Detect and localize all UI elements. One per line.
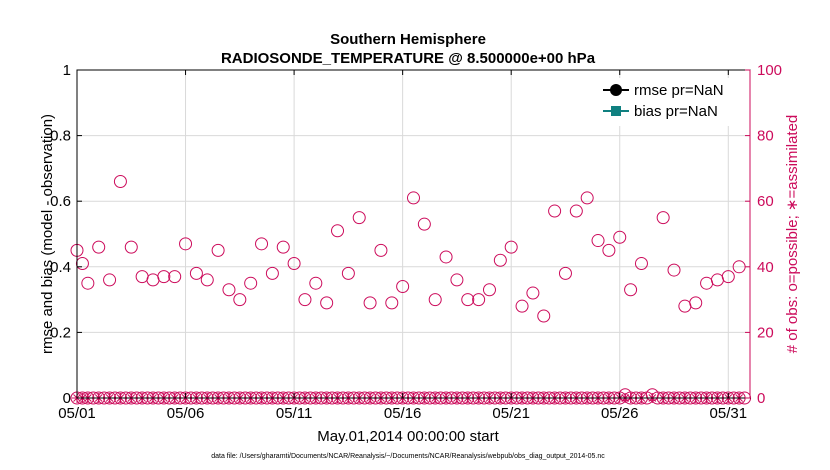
y-tick-label-left: 0 bbox=[63, 390, 71, 407]
x-tick-label: 05/31 bbox=[710, 405, 748, 422]
obs-possible-marker bbox=[374, 243, 388, 257]
chart-title: Southern Hemisphere bbox=[330, 31, 486, 48]
obs-possible-marker bbox=[168, 270, 182, 284]
obs-possible-marker bbox=[385, 296, 399, 310]
obs-possible-marker bbox=[331, 224, 345, 238]
x-tick-label: 05/16 bbox=[384, 405, 422, 422]
obs-possible-marker bbox=[569, 204, 583, 218]
axis-ticks: 0 0 0.2 20 0.4 40 0.6 60 0.8 80 1 100 05/01 05/06 05/1… bbox=[50, 62, 782, 422]
obs-possible-marker bbox=[526, 286, 540, 300]
obs-possible-marker bbox=[558, 266, 572, 280]
obs-possible-marker bbox=[135, 270, 149, 284]
chart-subtitle: RADIOSONDE_TEMPERATURE @ 8.500000e+00 hP… bbox=[221, 50, 596, 67]
obs-possible-marker bbox=[537, 309, 551, 323]
obs-possible-marker bbox=[81, 276, 95, 290]
obs-possible-marker bbox=[103, 273, 117, 287]
obs-possible-marker bbox=[515, 299, 529, 313]
x-tick-label: 05/21 bbox=[492, 405, 530, 422]
obs-possible-marker bbox=[417, 217, 431, 231]
y-tick-label-left: 1 bbox=[63, 62, 71, 79]
y-tick-label-right: 20 bbox=[757, 324, 774, 341]
obs-possible-marker bbox=[439, 250, 453, 264]
legend-bias-marker bbox=[611, 106, 621, 116]
obs-possible-marker bbox=[363, 296, 377, 310]
obs-possible-marker bbox=[602, 243, 616, 257]
obs-possible-marker bbox=[461, 293, 475, 307]
obs-possible-marker bbox=[396, 279, 410, 293]
obs-possible-marker bbox=[179, 237, 193, 251]
y-tick-label-right: 80 bbox=[757, 128, 774, 145]
x-tick-label: 05/01 bbox=[58, 405, 96, 422]
obs-possible-marker bbox=[75, 257, 89, 271]
obs-possible-marker bbox=[678, 299, 692, 313]
obs-possible-marker bbox=[613, 230, 627, 244]
obs-possible-marker bbox=[265, 266, 279, 280]
obs-possible-marker bbox=[276, 240, 290, 254]
x-tick-label: 05/06 bbox=[167, 405, 205, 422]
obs-markers bbox=[70, 175, 752, 405]
obs-possible-marker bbox=[591, 234, 605, 248]
y-tick-label-left: 0.4 bbox=[50, 259, 71, 276]
obs-possible-marker bbox=[667, 263, 681, 277]
obs-possible-marker bbox=[222, 283, 236, 297]
y-tick-label-right: 60 bbox=[757, 193, 774, 210]
obs-possible-marker bbox=[634, 257, 648, 271]
obs-possible-marker bbox=[407, 191, 420, 205]
obs-possible-marker bbox=[200, 273, 214, 287]
obs-possible-marker bbox=[255, 237, 269, 251]
obs-possible-marker bbox=[124, 240, 138, 254]
obs-possible-marker bbox=[472, 293, 486, 307]
x-tick-label: 05/26 bbox=[601, 405, 639, 422]
data-file-note: data file: /Users/gharamti/Documents/NCA… bbox=[211, 453, 605, 460]
obs-possible-marker bbox=[244, 276, 258, 290]
obs-possible-marker bbox=[233, 293, 247, 307]
obs-possible-marker bbox=[450, 273, 464, 287]
x-tick-label: 05/11 bbox=[276, 405, 312, 422]
obs-possible-marker bbox=[298, 293, 312, 307]
y-tick-label-left: 0.6 bbox=[50, 193, 71, 210]
obs-possible-marker bbox=[146, 273, 160, 287]
y-tick-label-left: 0.2 bbox=[50, 324, 71, 341]
obs-possible-marker bbox=[211, 243, 225, 257]
y-axis-label-left: rmse and bias (model - observation) bbox=[39, 114, 56, 354]
x-axis-label: May.01,2014 00:00:00 start bbox=[317, 428, 499, 445]
obs-possible-marker bbox=[482, 283, 496, 297]
legend-rmse-marker bbox=[610, 84, 622, 96]
obs-possible-marker bbox=[493, 253, 507, 267]
obs-possible-marker bbox=[689, 296, 703, 310]
obs-possible-marker bbox=[341, 266, 355, 280]
obs-possible-marker bbox=[113, 175, 127, 189]
obs-possible-marker bbox=[157, 270, 171, 284]
y-tick-label-left: 0.8 bbox=[50, 128, 71, 145]
y-tick-label-right: 0 bbox=[757, 390, 765, 407]
obs-possible-marker bbox=[624, 283, 638, 297]
obs-possible-marker bbox=[700, 276, 714, 290]
legend-bias-label: bias pr=NaN bbox=[634, 103, 718, 120]
y-tick-label-right: 40 bbox=[757, 259, 774, 276]
y-tick-label-right: 100 bbox=[757, 62, 782, 79]
obs-possible-marker bbox=[548, 204, 562, 218]
obs-possible-marker bbox=[309, 276, 323, 290]
obs-possible-marker bbox=[580, 191, 594, 205]
y-axis-label-right: # of obs: o=possible; ∗=assimilated bbox=[784, 115, 801, 354]
obs-possible-marker bbox=[92, 240, 106, 254]
obs-possible-marker bbox=[287, 257, 301, 271]
legend-rmse-label: rmse pr=NaN bbox=[634, 82, 724, 99]
obs-possible-marker bbox=[352, 211, 366, 225]
obs-possible-marker bbox=[504, 240, 518, 254]
obs-possible-marker bbox=[721, 270, 735, 284]
obs-possible-marker bbox=[710, 273, 724, 287]
obs-possible-marker bbox=[428, 293, 442, 307]
legend-box bbox=[586, 78, 736, 126]
obs-possible-marker bbox=[189, 266, 203, 280]
obs-possible-marker bbox=[320, 296, 334, 310]
obs-possible-marker bbox=[656, 211, 670, 225]
legend: rmse pr=NaN bias pr=NaN bbox=[586, 78, 736, 126]
